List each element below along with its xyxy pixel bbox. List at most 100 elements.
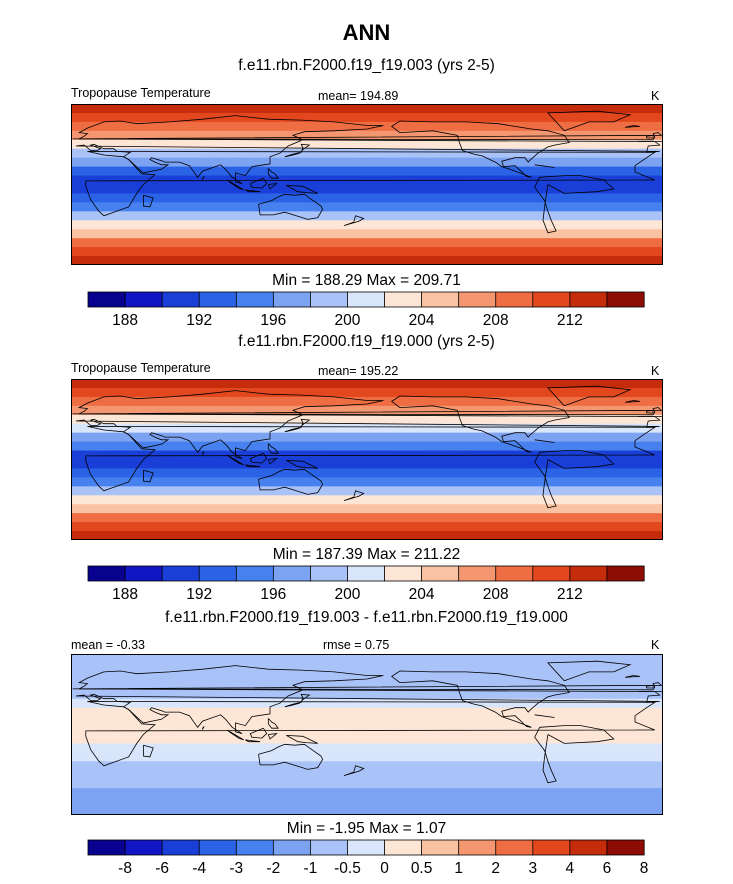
colorbar-tick-label: 204 (409, 586, 435, 603)
panel-2-colorbar: 188 192 196 200 204 208 212 (87, 565, 645, 603)
colorbar-box (421, 565, 460, 582)
colorbar-tick-label: -8 (118, 860, 132, 877)
panel-3-stats: Min = -1.95 Max = 1.07 (286, 820, 447, 837)
field-band (71, 743, 663, 753)
colorbar-box (124, 839, 163, 856)
colorbar-box (606, 291, 645, 308)
colorbar-box (384, 839, 423, 856)
field-band (71, 121, 663, 132)
colorbar-box (347, 565, 386, 582)
coastline (646, 134, 654, 139)
panel-2-units: K (651, 364, 660, 378)
colorbar-box (421, 291, 460, 308)
field-band (71, 256, 663, 265)
field-band (71, 148, 663, 159)
panel-3-title: f.e11.rbn.F2000.f19_f19.003 - f.e11.rbn.… (165, 609, 568, 626)
field-band (71, 680, 663, 691)
colorbar-box (235, 565, 274, 582)
colorbar-box (606, 565, 645, 582)
coastline (343, 765, 365, 776)
coastline (249, 727, 268, 739)
field-band (71, 513, 663, 523)
field-band (71, 441, 663, 452)
colorbar-tick-label: -2 (266, 860, 280, 877)
field-band (71, 184, 663, 195)
field-band (71, 193, 663, 203)
coastline (547, 660, 632, 682)
coastline (258, 743, 324, 770)
coastline (547, 110, 632, 132)
coastline (284, 418, 311, 433)
colorbar-box (272, 565, 312, 582)
colorbar-box (161, 565, 200, 582)
coastline (646, 409, 654, 414)
colorbar-box (272, 839, 312, 856)
colorbar-box (198, 291, 237, 308)
field-band (71, 761, 663, 771)
map-frame (71, 654, 663, 815)
field-band (71, 522, 663, 532)
colorbar-box (347, 839, 386, 856)
field-band (71, 671, 663, 682)
panel-1-stats: Min = 188.29 Max = 209.71 (272, 272, 461, 289)
field-band (71, 202, 663, 212)
colorbar-tick-label: 212 (557, 586, 583, 603)
field-band (71, 104, 663, 114)
coastline (286, 735, 318, 744)
coastline (202, 451, 205, 456)
coastline (143, 469, 154, 483)
panel-1-map (71, 104, 663, 265)
colorbar-box (198, 565, 237, 582)
colorbar-tick-label: 204 (409, 312, 435, 329)
panel-1-mean: mean= 194.89 (318, 89, 399, 103)
coastline (226, 729, 244, 741)
coastline (391, 395, 570, 453)
colorbar-box (458, 839, 497, 856)
colorbar-box (569, 839, 608, 856)
field-band (71, 229, 663, 239)
field-band (71, 707, 663, 718)
colorbar-box (384, 565, 423, 582)
coastline (258, 193, 324, 220)
field-band (71, 486, 663, 496)
colorbar-tick-label: 208 (483, 312, 509, 329)
colorbar-tick-label: -1 (304, 860, 318, 877)
field-band (71, 770, 663, 780)
field-band (71, 531, 663, 540)
coastline (267, 168, 279, 179)
field-band (71, 247, 663, 257)
colorbar-box (124, 291, 163, 308)
colorbar-box (569, 565, 608, 582)
coastline (267, 718, 279, 729)
colorbar-tick-label: 4 (566, 860, 575, 877)
field-band (71, 716, 663, 727)
colorbar-tick-label: 188 (112, 312, 138, 329)
coastline (391, 120, 570, 178)
colorbar-tick-label: 2 (491, 860, 500, 877)
panel-3-units: K (651, 638, 660, 652)
field-band (71, 689, 663, 700)
colorbar-tick-label: -6 (155, 860, 169, 877)
field-band (71, 112, 663, 123)
field-band (71, 477, 663, 487)
coastline (72, 132, 663, 141)
coastline (286, 185, 318, 194)
field-band (71, 238, 663, 248)
colorbar-box (495, 565, 534, 582)
coastline (267, 458, 278, 465)
field-band (71, 166, 663, 177)
coastline (75, 665, 661, 734)
coastline (85, 426, 657, 492)
panel-3-mean: mean = -0.33 (71, 638, 146, 652)
field-band (71, 752, 663, 762)
coastline (534, 714, 555, 718)
field-band (71, 698, 663, 709)
coastline (267, 733, 278, 740)
panel-2-left-label: Tropopause Temperature (71, 361, 211, 375)
field-band (71, 414, 663, 425)
field-band (71, 432, 663, 443)
colorbar-tick-label: -0.5 (334, 860, 361, 877)
colorbar-box (161, 839, 200, 856)
field-band (71, 788, 663, 798)
colorbar-tick-label: 192 (186, 586, 212, 603)
